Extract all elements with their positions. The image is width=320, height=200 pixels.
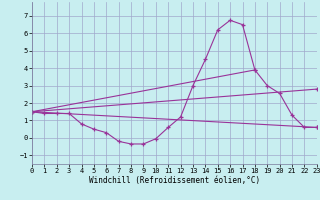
X-axis label: Windchill (Refroidissement éolien,°C): Windchill (Refroidissement éolien,°C) (89, 176, 260, 185)
